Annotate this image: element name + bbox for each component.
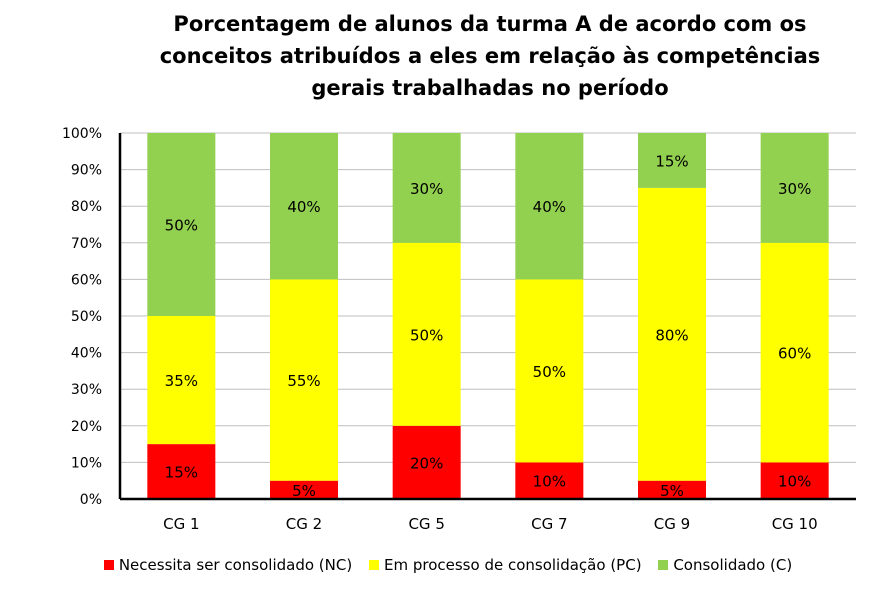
bar-segment [760, 462, 829, 499]
bar-segment [515, 133, 584, 280]
data-label: 80% [655, 326, 688, 344]
chart-title-line-1: Porcentagem de alunos da turma A de acor… [173, 12, 807, 36]
legend-label-nc: Necessita ser consolidado (NC) [118, 556, 353, 574]
legend-item-c: Consolidado (C) [658, 556, 792, 574]
legend-swatch-nc [103, 560, 114, 570]
data-label: 35% [165, 372, 198, 390]
data-label: 50% [165, 217, 198, 235]
data-label: 10% [533, 473, 566, 491]
y-tick-label: 90% [71, 163, 102, 179]
bar-segment [638, 133, 706, 188]
y-tick-label: 20% [71, 419, 102, 435]
chart-title: Porcentagem de alunos da turma A de acor… [120, 8, 860, 104]
bar-segment [147, 444, 216, 499]
x-tick-label: CG 7 [531, 515, 567, 533]
bar-segment [147, 133, 216, 316]
data-label: 30% [410, 180, 443, 198]
data-label: 50% [410, 326, 443, 344]
y-tick-label: 60% [71, 272, 102, 288]
data-label: 5% [292, 482, 316, 500]
legend-label-pc: Em processo de consolidação (PC) [384, 556, 642, 574]
y-tick-label: 10% [71, 455, 102, 471]
data-label: 15% [165, 464, 198, 482]
bar-segment [392, 425, 461, 499]
data-label: 40% [533, 198, 566, 216]
bar-segment [392, 133, 461, 243]
data-label: 20% [410, 454, 443, 472]
bar-segment [760, 242, 829, 463]
chart-title-line-3: gerais trabalhadas no período [311, 76, 669, 100]
x-tick-label: CG 5 [408, 515, 444, 533]
data-label: 55% [287, 372, 320, 390]
y-tick-label: 80% [71, 199, 102, 215]
bar-segment [270, 480, 338, 499]
x-tick-label: CG 2 [286, 515, 322, 533]
bar-segment [638, 480, 706, 499]
bar-segment [270, 279, 338, 481]
chart-legend: Necessita ser consolidado (NC) Em proces… [0, 556, 896, 574]
data-label: 10% [778, 473, 811, 491]
legend-item-nc: Necessita ser consolidado (NC) [103, 556, 353, 574]
data-label: 40% [287, 198, 320, 216]
data-label: 15% [655, 152, 688, 170]
y-tick-label: 70% [71, 236, 102, 252]
data-label: 30% [778, 180, 811, 198]
legend-swatch-c [658, 560, 669, 570]
data-label: 60% [778, 345, 811, 363]
bar-segment [760, 133, 829, 243]
bar-segment [392, 242, 461, 426]
legend-swatch-pc [369, 560, 379, 570]
bar-segment [638, 187, 706, 481]
x-tick-label: CG 1 [163, 515, 199, 533]
bar-segment [515, 462, 584, 499]
y-tick-label: 30% [71, 382, 102, 398]
x-tick-label: CG 9 [654, 515, 690, 533]
y-tick-label: 100% [62, 126, 102, 142]
bar-segment [515, 279, 584, 463]
data-label: 5% [660, 482, 684, 500]
x-tick-label: CG 10 [772, 515, 818, 533]
chart-title-line-2: conceitos atribuídos a eles em relação à… [159, 44, 821, 68]
y-tick-label: 50% [71, 309, 102, 325]
y-tick-label: 0% [80, 492, 102, 508]
y-tick-label: 40% [71, 346, 102, 362]
bar-segment [147, 316, 216, 445]
legend-label-c: Consolidado (C) [673, 556, 793, 574]
data-label: 50% [533, 363, 566, 381]
legend-item-pc: Em processo de consolidação (PC) [369, 556, 642, 574]
bar-segment [270, 133, 338, 280]
